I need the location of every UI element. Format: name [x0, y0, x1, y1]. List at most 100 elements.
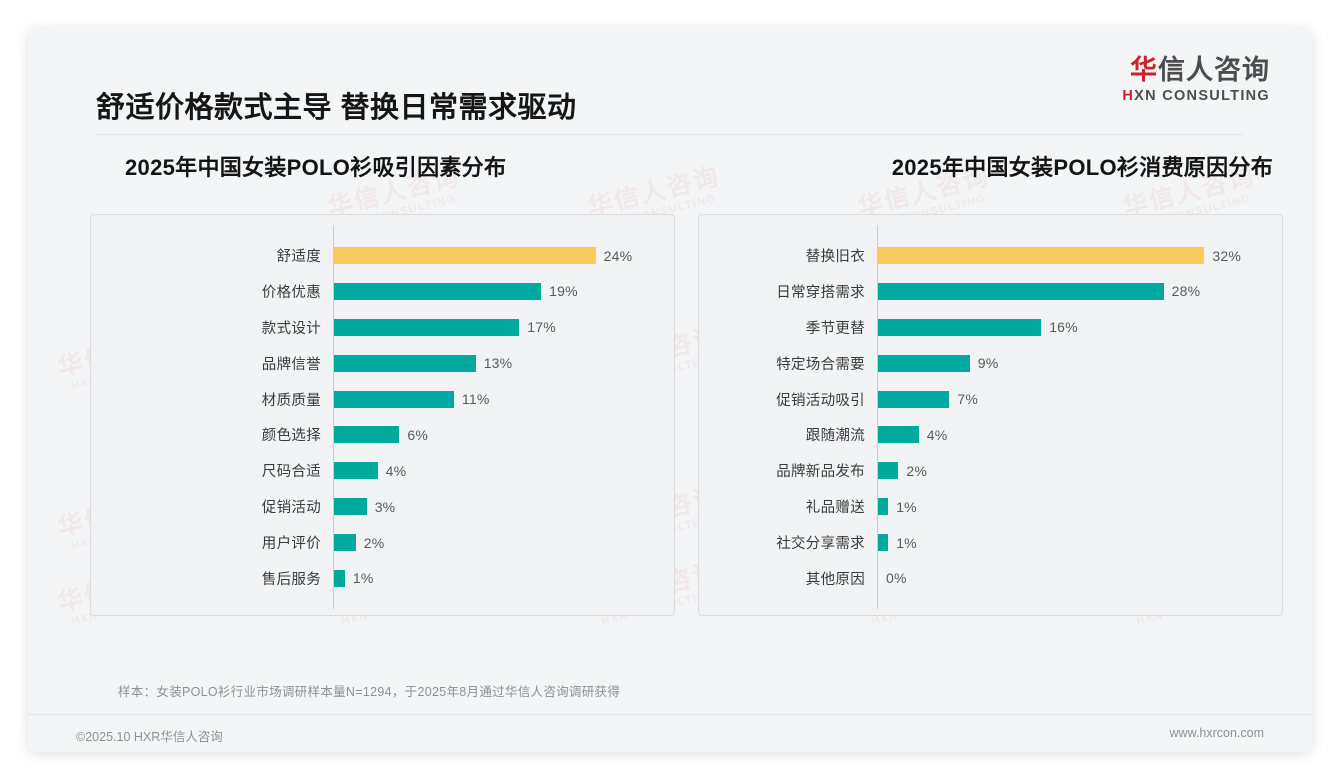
- bar-track: 28%: [877, 282, 1282, 300]
- bar-track: 1%: [333, 569, 674, 587]
- bar-row: 材质质量 11%: [91, 383, 674, 416]
- bar-value-label: 17%: [527, 319, 556, 336]
- logo-english-rest: XN CONSULTING: [1134, 88, 1270, 105]
- logo-chinese: 华信人咨询: [1122, 56, 1270, 84]
- bar-track: 2%: [333, 534, 674, 551]
- bar-category-label: 促销活动吸引: [776, 392, 865, 409]
- slide-body: 2025年中国女装POLO衫吸引因素分布 舒适度 24% 价格优惠 19% 款式设计 17…: [28, 132, 1312, 752]
- bar-value-label: 1%: [896, 534, 917, 551]
- bar-track: 2%: [877, 462, 1282, 480]
- bar: [334, 498, 367, 516]
- bar-track: 1%: [877, 534, 1282, 551]
- logo-english-red: H: [1122, 88, 1135, 105]
- bar-category-label: 跟随潮流: [805, 428, 865, 445]
- bar-value-label: 1%: [352, 570, 374, 587]
- bar-category-label: 日常穿搭需求: [776, 284, 865, 301]
- bar: [334, 569, 345, 587]
- bar-track: 32%: [877, 247, 1282, 264]
- bar: [878, 426, 919, 444]
- bar-value-label: 9%: [977, 355, 999, 372]
- logo-chinese-red: 华: [1130, 55, 1158, 85]
- bar-row: 促销活动吸引 7%: [699, 383, 1282, 416]
- bar-value-label: 2%: [906, 462, 928, 479]
- bar-row: 礼品赠送 1%: [699, 490, 1282, 523]
- bar: [334, 247, 596, 264]
- brand-logo: 华信人咨询 HXN CONSULTING: [1122, 56, 1270, 105]
- bar: [878, 534, 889, 551]
- bar-row: 日常穿搭需求 28%: [699, 275, 1282, 308]
- bar-category-label: 礼品赠送: [805, 500, 865, 517]
- bar: [334, 534, 356, 551]
- bar-track: 6%: [333, 426, 674, 444]
- bar-value-label: 11%: [461, 391, 490, 407]
- bar-track: 11%: [333, 390, 674, 408]
- bar-category-label: 品牌信誉: [261, 356, 321, 373]
- bar-category-label: 材质质量: [261, 392, 321, 409]
- chart-block-attraction-factors: 2025年中国女装POLO衫吸引因素分布 舒适度 24% 价格优惠 19% 款式设计 17…: [90, 150, 675, 616]
- bar-value-label: 28%: [1171, 283, 1201, 300]
- footer-copyright: ©2025.10 HXR华信人咨询: [76, 730, 223, 744]
- bar-value-label: 0%: [886, 570, 907, 587]
- bar: [334, 426, 400, 444]
- bar-category-label: 社交分享需求: [776, 536, 865, 552]
- bar-category-label: 尺码合适: [261, 464, 321, 481]
- chart-panel: 替换旧衣 32% 日常穿搭需求 28% 季节更替 16% 特定场合需要 9% 促销活动吸引 7% 跟…: [698, 214, 1283, 616]
- bar: [334, 462, 378, 480]
- slide-header: 舒适价格款式主导 替换日常需求驱动 华信人咨询 HXN CONSULTING: [28, 28, 1312, 135]
- chart-panel: 舒适度 24% 价格优惠 19% 款式设计 17% 品牌信誉 13% 材质质量 11% 颜色选择 6%…: [90, 214, 675, 616]
- bar-row: 售后服务 1%: [91, 562, 674, 595]
- bar-category-label: 舒适度: [276, 249, 321, 265]
- bar-row: 用户评价 2%: [91, 526, 674, 559]
- bar-value-label: 4%: [385, 462, 407, 479]
- bar-category-label: 款式设计: [261, 320, 321, 337]
- bar-category-label: 用户评价: [261, 536, 321, 552]
- bar-row: 舒适度 24%: [91, 239, 674, 272]
- slide-card: 华信人咨询 HXN CONSULTING 华信人咨询 HXN CONSULTING 华信…: [28, 28, 1312, 752]
- bar: [878, 318, 1042, 336]
- bar-category-label: 促销活动: [261, 500, 321, 517]
- bar-track: 24%: [333, 247, 674, 264]
- bar-row: 款式设计 17%: [91, 311, 674, 344]
- bar: [334, 390, 454, 408]
- bar: [878, 354, 970, 372]
- bar: [334, 354, 476, 372]
- bar-category-label: 季节更替: [805, 320, 865, 337]
- bar-row: 颜色选择 6%: [91, 418, 674, 451]
- bar: [878, 247, 1205, 264]
- bar-category-label: 颜色选择: [261, 428, 321, 445]
- bar-row: 品牌新品发布 2%: [699, 454, 1282, 487]
- bar-category-label: 特定场合需要: [776, 356, 865, 373]
- chart-title: 2025年中国女装POLO衫吸引因素分布: [125, 155, 507, 180]
- chart-block-purchase-reasons: 2025年中国女装POLO衫消费原因分布 替换旧衣 32% 日常穿搭需求 28% 季节更…: [698, 150, 1283, 616]
- bar-value-label: 1%: [896, 498, 917, 515]
- bar-value-label: 7%: [957, 391, 979, 407]
- chart-title: 2025年中国女装POLO衫消费原因分布: [891, 155, 1273, 180]
- bar-track: 16%: [877, 318, 1282, 336]
- bar-track: 0%: [877, 570, 1282, 587]
- bar-category-label: 替换旧衣: [805, 249, 865, 265]
- bar-row: 其他原因 0%: [699, 562, 1282, 595]
- bar-track: 19%: [333, 282, 674, 300]
- bar: [878, 390, 950, 408]
- bar-row: 社交分享需求 1%: [699, 526, 1282, 559]
- logo-english: HXN CONSULTING: [1122, 88, 1270, 104]
- bar-row: 替换旧衣 32%: [699, 239, 1282, 272]
- footer-website: www.hxrcon.com: [1169, 726, 1264, 740]
- bar: [878, 498, 889, 516]
- bar-row: 季节更替 16%: [699, 311, 1282, 344]
- header-divider: [96, 134, 1244, 135]
- bar-row: 品牌信誉 13%: [91, 347, 674, 380]
- bar: [878, 462, 899, 480]
- bar-value-label: 19%: [549, 283, 578, 300]
- bar-value-label: 32%: [1212, 247, 1242, 264]
- bar-value-label: 24%: [603, 247, 633, 264]
- bar-value-label: 16%: [1049, 319, 1078, 336]
- bar-track: 17%: [333, 318, 674, 336]
- chart-axis-line: [333, 225, 334, 609]
- bar-row: 特定场合需要 9%: [699, 347, 1282, 380]
- bar-track: 4%: [333, 462, 674, 480]
- bar-track: 1%: [877, 498, 1282, 516]
- sample-footnote: 样本：女装POLO衫行业市场调研样本量N=1294，于2025年8月通过华信人咨…: [118, 685, 621, 699]
- bar-track: 13%: [333, 354, 674, 372]
- page-title: 舒适价格款式主导 替换日常需求驱动: [96, 92, 577, 124]
